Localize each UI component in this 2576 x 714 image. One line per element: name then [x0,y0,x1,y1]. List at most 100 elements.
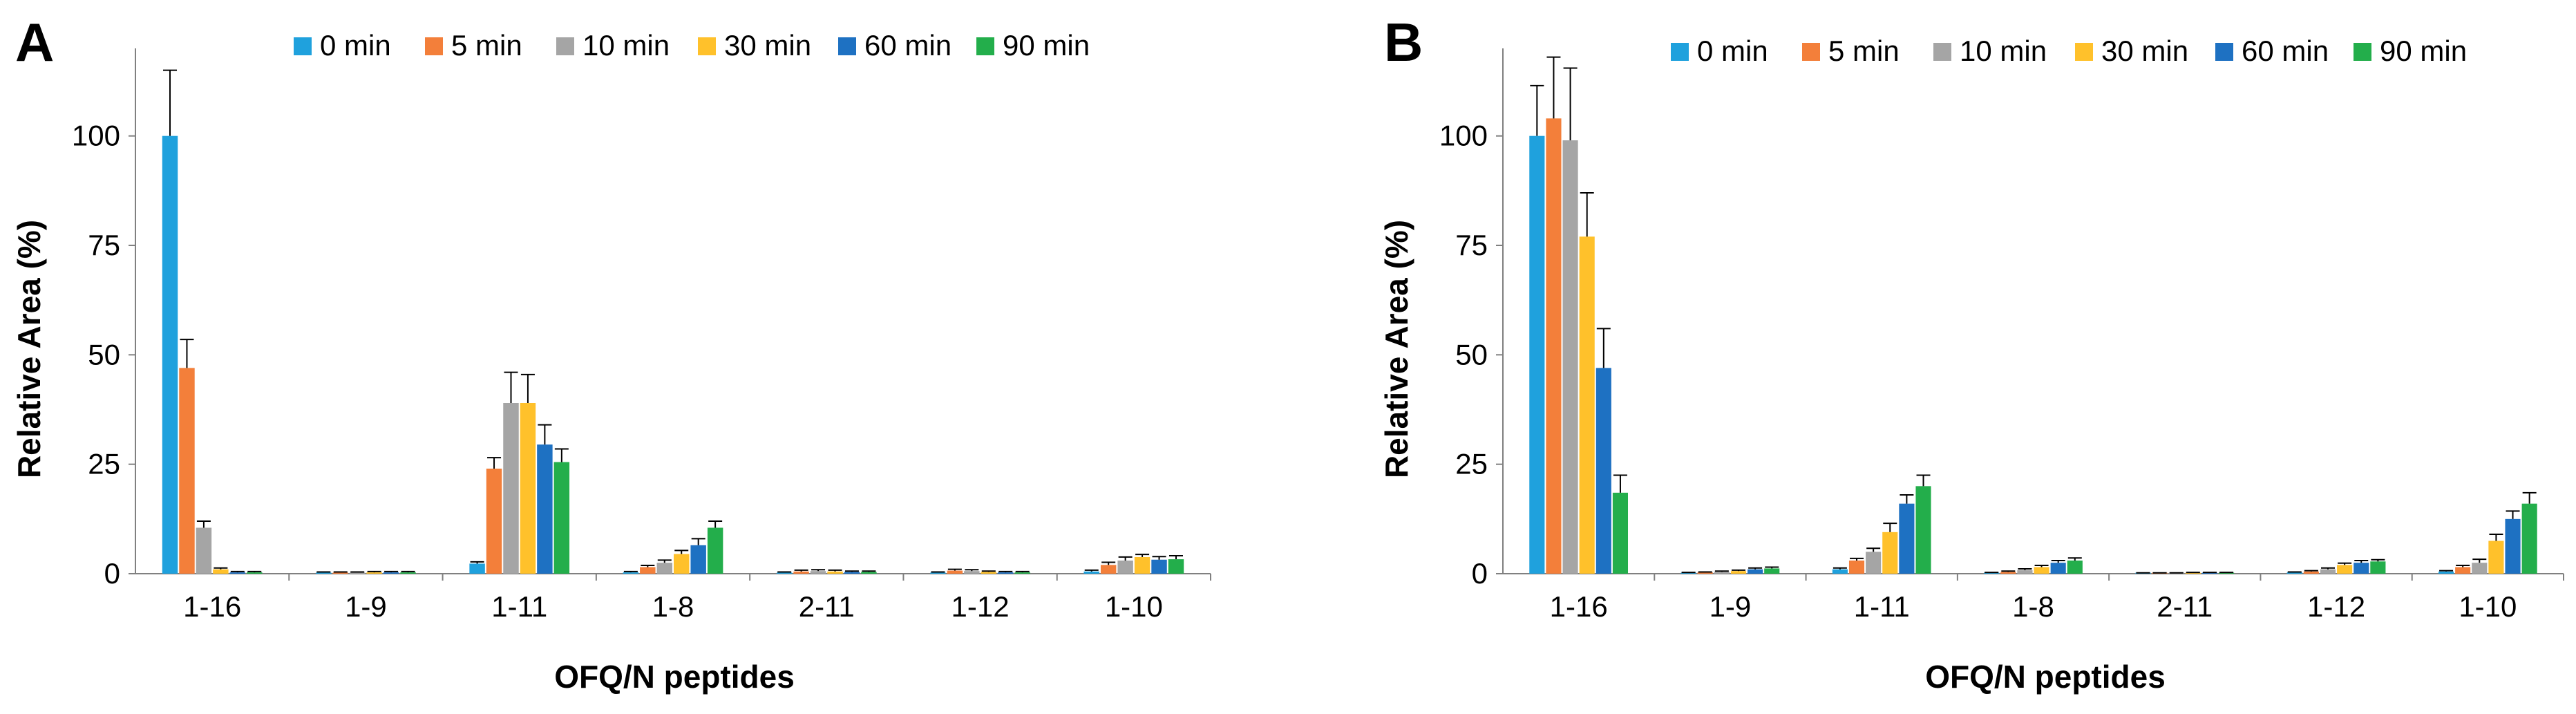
bar-60-min-1-16 [229,572,246,574]
bar-90-min-1-9 [400,572,416,574]
legend-label: 30 min [2101,35,2188,67]
bar-30-min-1-9 [366,572,382,574]
bar-60-min-1-11 [1899,503,1915,574]
legend-label: 30 min [724,29,811,62]
bar-0-min-1-8 [623,572,639,574]
bar-0-min-1-9 [316,572,332,574]
bar-90-min-2-11 [861,572,877,574]
bar-10-min-1-8 [656,563,672,574]
bar-90-min-1-9 [1764,568,1780,574]
legend-b: 0 min 5 min 10 min 30 min 60 min 90 min [1671,35,2467,67]
bar-90-min-1-11 [553,462,570,574]
panel-letter-b: B [1384,12,1423,73]
legend-swatch [294,37,312,55]
y-tick-label: 50 [88,338,120,370]
x-tick-label: 1-12 [951,590,1010,623]
bar-0-min-1-9 [1680,572,1696,574]
bar-90-min-1-10 [1168,559,1184,574]
bar-90-min-1-12 [2370,561,2386,574]
legend-swatch [1933,43,1951,61]
bar-60-min-1-12 [998,572,1014,574]
bar-90-min-1-16 [1612,492,1629,574]
legend-label: 60 min [2242,35,2329,67]
legend-swatch [698,37,716,55]
bar-30-min-1-8 [674,554,690,574]
bar-30-min-1-9 [1730,571,1747,574]
y-axis-title-a: Relative Area (%) [11,220,47,478]
x-tick-label: 1-16 [183,590,241,623]
y-tick-label: 75 [88,229,120,261]
bar-0-min-1-12 [2286,572,2302,574]
bar-60-min-1-8 [690,545,706,574]
bar-30-min-1-16 [213,569,229,574]
y-tick-label: 75 [1455,229,1488,261]
bar-30-min-2-11 [2185,572,2201,574]
bar-30-min-1-11 [520,403,536,574]
x-tick-label: 1-10 [2459,590,2517,623]
x-tick-label: 1-10 [1105,590,1163,623]
bar-60-min-1-9 [1748,569,1763,574]
panel-letter-a: A [15,12,54,73]
bar-30-min-1-12 [2337,565,2353,574]
legend-swatch [2354,43,2371,61]
x-tick-label: 1-12 [2307,590,2365,623]
bar-5-min-1-10 [2455,567,2471,574]
legend-label: 0 min [320,29,391,62]
legend-swatch [556,37,574,55]
bar-60-min-1-11 [537,444,553,574]
legend-label: 60 min [864,29,951,62]
bar-90-min-1-10 [2521,503,2537,574]
bar-0-min-1-16 [162,135,178,574]
bar-90-min-1-8 [707,527,723,574]
bar-0-min-1-8 [1984,572,2000,574]
bar-30-min-1-10 [2488,541,2504,574]
y-tick-label: 25 [88,448,120,480]
legend-a: 0 min 5 min 10 min 30 min 60 min 90 min [294,29,1090,62]
legend-swatch [838,37,856,55]
bar-60-min-1-12 [2354,563,2369,574]
bar-10-min-1-11 [503,403,519,574]
bar-90-min-1-16 [247,572,263,574]
x-tick-label: 2-11 [799,590,855,623]
bar-30-min-1-10 [1134,556,1150,574]
bar-5-min-1-12 [2303,571,2319,574]
bar-90-min-1-11 [1915,486,1931,574]
bar-10-min-1-16 [196,527,212,574]
legend-label: 5 min [1828,35,1900,67]
bar-5-min-1-9 [332,572,348,574]
bar-60-min-1-8 [2050,563,2066,574]
legend-label: 90 min [1003,29,1090,62]
bar-60-min-1-10 [2505,518,2521,574]
bar-30-min-2-11 [827,571,843,574]
bar-90-min-1-12 [1014,572,1030,574]
legend-swatch [2075,43,2093,61]
bar-60-min-2-11 [844,572,860,574]
legend-swatch [976,37,994,55]
legend-swatch [2215,43,2233,61]
y-tick-label: 0 [1472,557,1488,590]
bar-60-min-1-9 [383,572,399,574]
bar-10-min-1-11 [1866,552,1882,574]
bar-5-min-1-12 [947,570,963,574]
x-tick-label: 1-11 [491,590,547,623]
x-axis-title-a: OFQ/N peptides [554,659,795,695]
bar-10-min-1-10 [2472,563,2488,574]
bar-10-min-1-12 [2320,569,2336,574]
x-tick-label: 1-16 [1550,590,1608,623]
bar-0-min-1-10 [1083,571,1099,574]
bar-5-min-1-9 [1697,572,1713,574]
bar-30-min-1-8 [2034,567,2049,574]
legend-label: 90 min [2380,35,2467,67]
bar-10-min-1-12 [964,571,980,574]
bar-5-min-1-11 [1848,561,1865,574]
bar-5-min-1-11 [486,469,502,574]
y-tick-label: 100 [72,120,120,152]
bar-0-min-1-12 [930,572,946,574]
bar-10-min-1-9 [349,572,366,574]
bar-0-min-1-10 [2438,571,2454,574]
bar-5-min-1-8 [2000,572,2016,574]
bar-10-min-1-8 [2017,570,2033,574]
bar-0-min-1-16 [1529,135,1545,574]
bar-10-min-1-10 [1117,561,1133,574]
